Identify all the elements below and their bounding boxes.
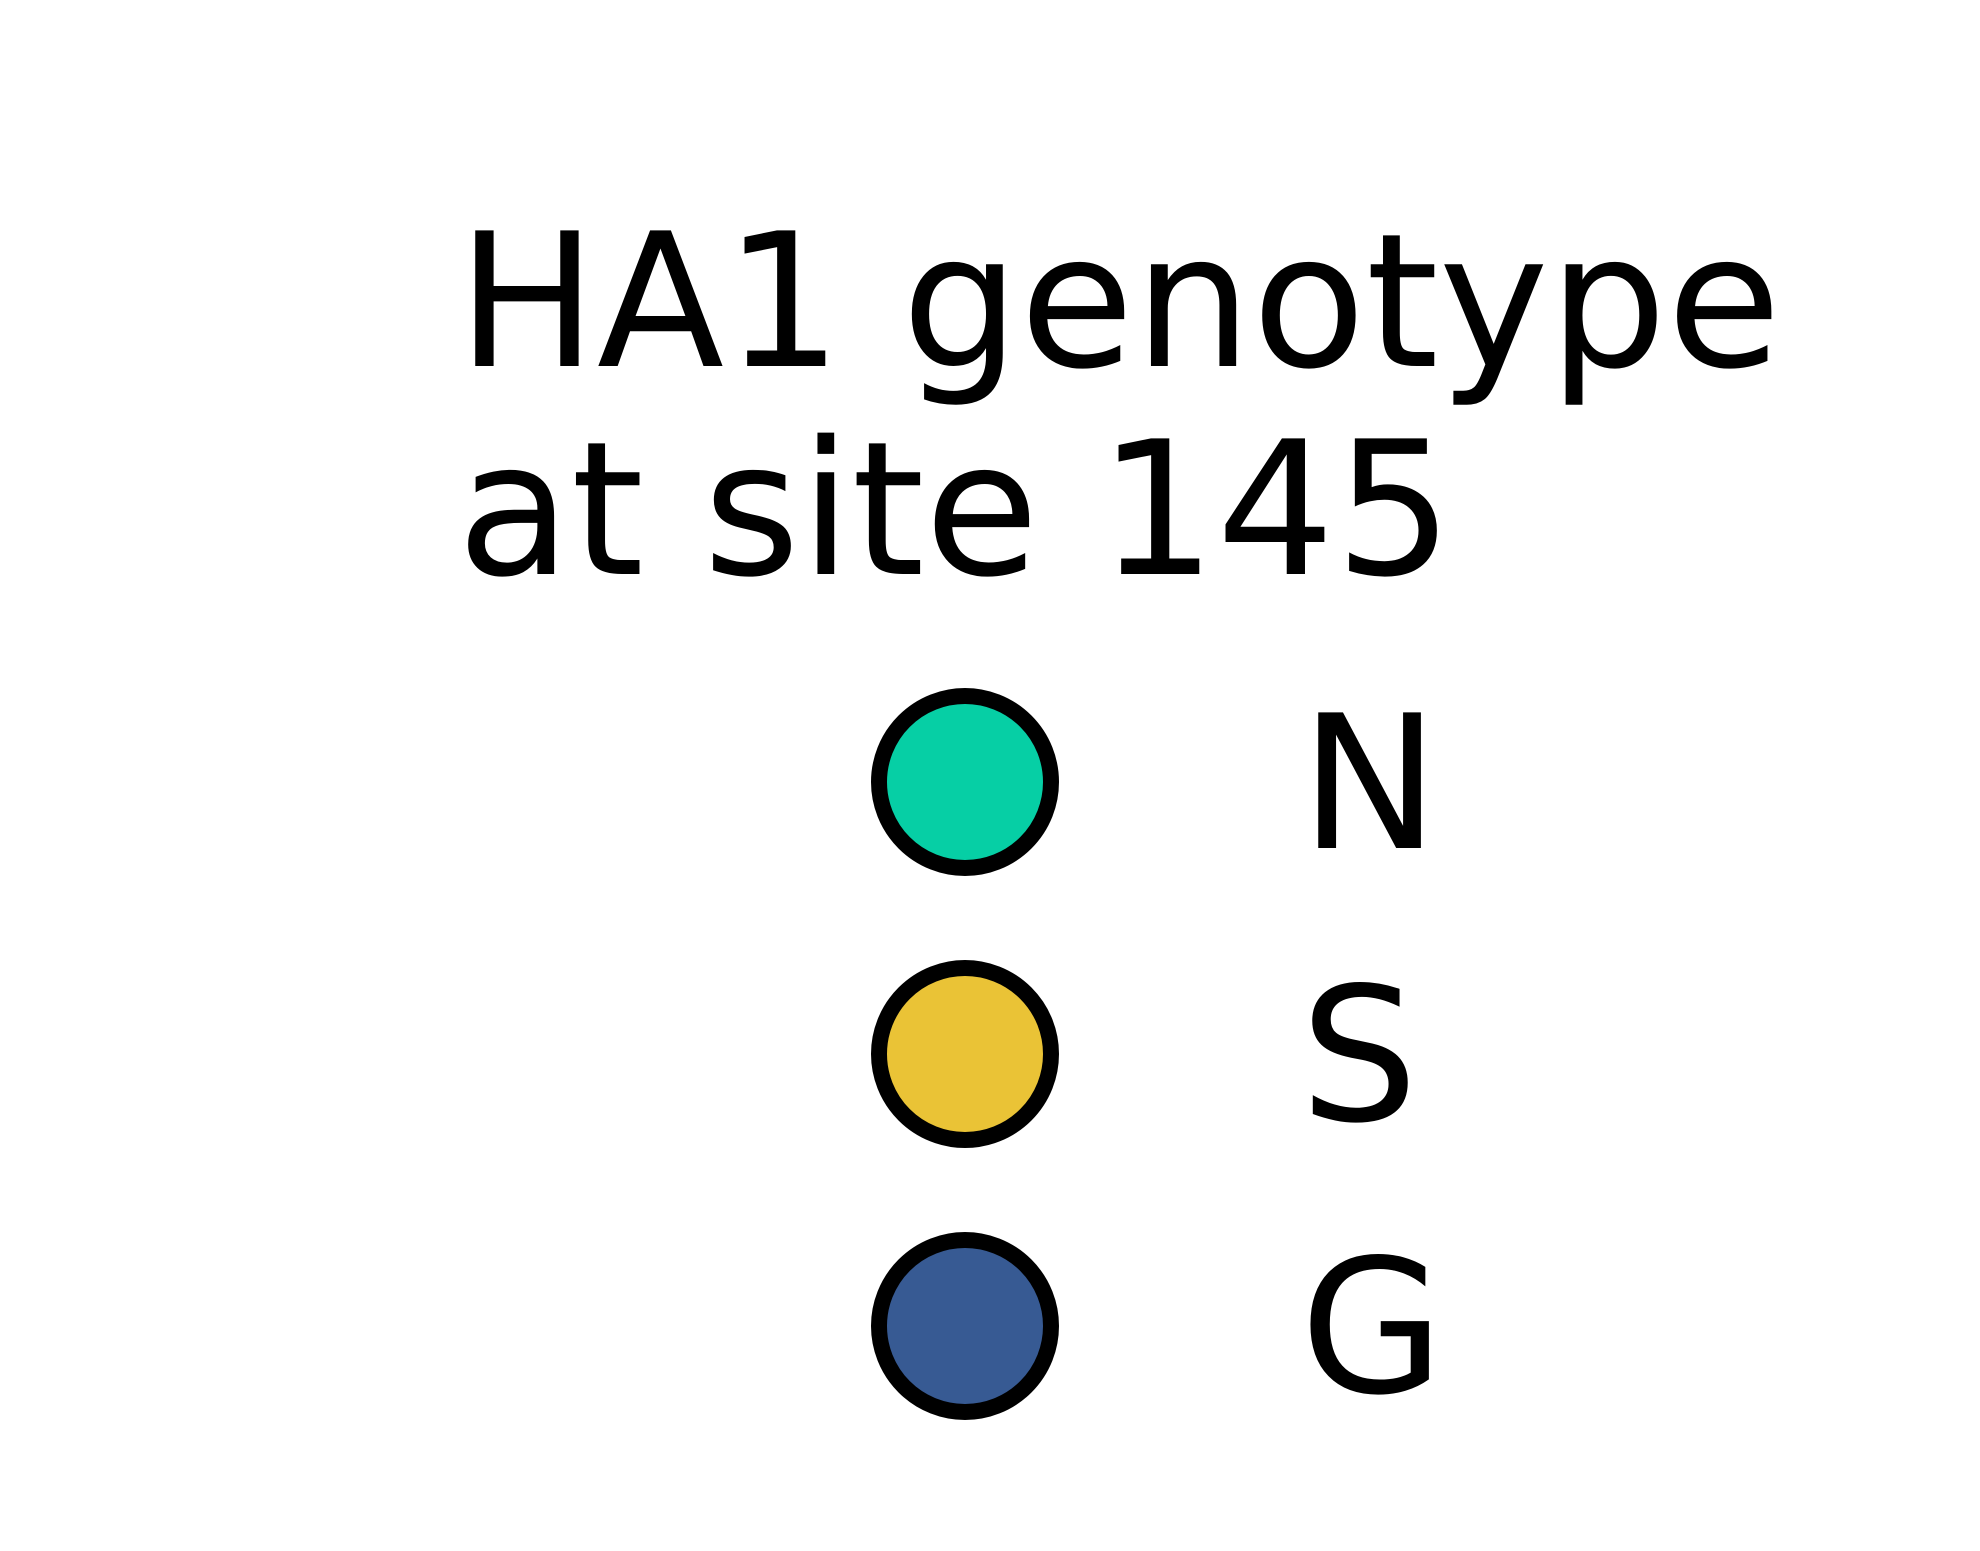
- legend-entry-g: G: [871, 1219, 1444, 1436]
- legend-marker-s: [871, 960, 1059, 1148]
- legend-label-n: N: [1300, 675, 1439, 892]
- legend-title-line-2: at site 145: [457, 401, 1453, 618]
- legend-title: HA1 genotype at site 145: [457, 193, 1781, 618]
- legend-marker-g: [871, 1232, 1059, 1420]
- legend-label-s: S: [1300, 947, 1418, 1164]
- legend-entry-s: S: [871, 947, 1418, 1164]
- legend-entry-n: N: [871, 675, 1439, 892]
- legend-marker-n: [871, 688, 1059, 876]
- legend-entries: NSG: [871, 675, 1444, 1436]
- legend-label-g: G: [1300, 1219, 1444, 1436]
- legend-title-line-1: HA1 genotype: [457, 193, 1781, 410]
